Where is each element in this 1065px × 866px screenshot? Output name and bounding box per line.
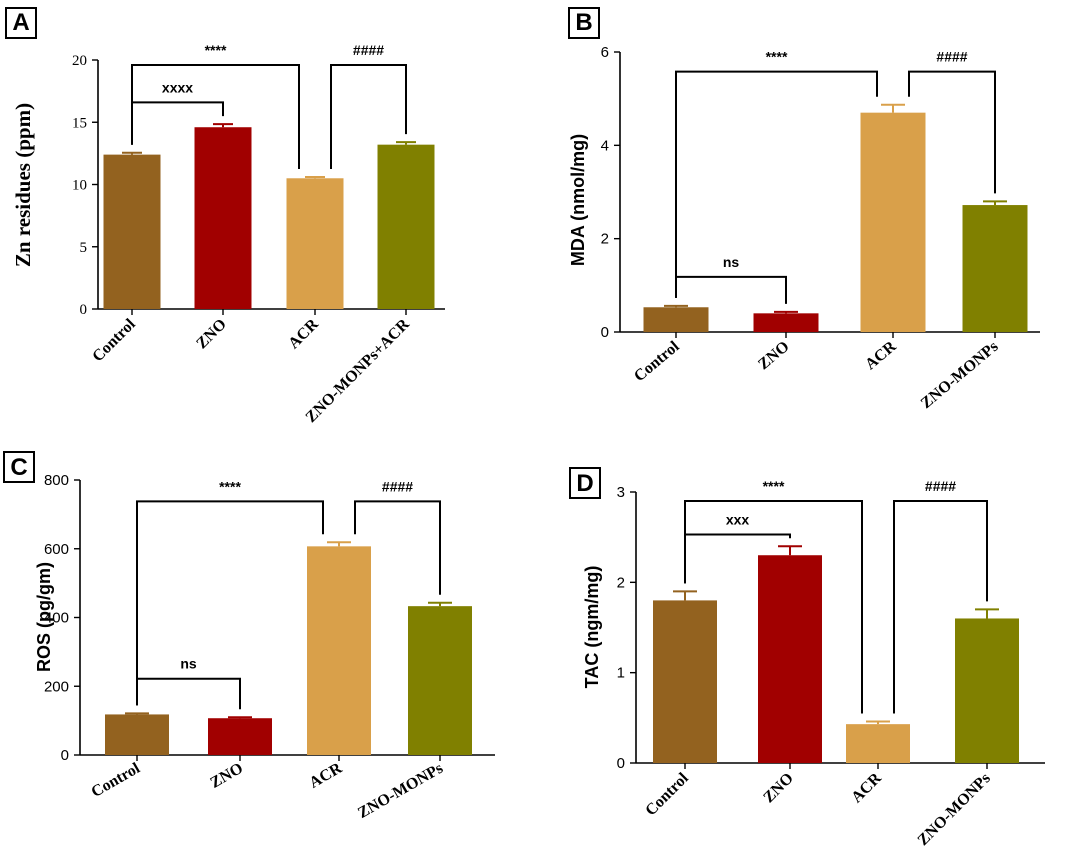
y-tick-label: 400 (44, 610, 69, 627)
significance-bracket (893, 500, 988, 714)
bar-zno (208, 718, 272, 755)
bar-acr (846, 724, 910, 763)
significance-bracket (684, 533, 791, 584)
chart-panel-b: B 0 2 4 6 MDA (nmol/mg) Control ZNO ACR ZNO-MONPs… (568, 7, 1040, 412)
x-tick-label: ZNO-MONPs (355, 760, 446, 822)
significance-bracket (354, 500, 441, 595)
y-tick-label: 0 (80, 302, 88, 318)
panel-label: B (575, 9, 592, 36)
chart-panel-c: C 0 200 400 600 800 ROS (pg/gm) Control ZNO ACR ZN… (3, 451, 495, 822)
chart-panel-a: A 0 5 10 15 20 Zn residues (ppm) Control ZNO ACRZ… (5, 7, 445, 426)
bar-acr (860, 112, 926, 333)
panel-label-box (3, 451, 35, 483)
panel-label: C (10, 454, 27, 481)
y-tick-label: 800 (44, 472, 69, 489)
x-tick-label: ZNO (207, 760, 246, 792)
y-tick-label: 0 (601, 324, 609, 341)
y-tick-label: 0 (61, 747, 69, 764)
y-tick-label: 0 (617, 755, 625, 772)
panel-label: A (12, 9, 29, 36)
bar-zno-monps+acr (377, 144, 435, 309)
y-axis-label: Zn residues (ppm) (11, 103, 35, 267)
x-tick-label: ZNO-MONPs (915, 770, 994, 849)
bar-zno-monps (962, 205, 1028, 332)
x-tick-label: ZNO-MONPs (918, 338, 1002, 412)
y-tick-label: 3 (617, 484, 625, 501)
y-tick-label: 200 (44, 678, 69, 695)
bar-control (643, 307, 709, 332)
y-tick-label: 10 (72, 178, 87, 194)
y-tick-label: 600 (44, 541, 69, 558)
significance-label: xxxx (162, 79, 193, 95)
x-tick-label: Control (89, 315, 139, 365)
significance-label: **** (205, 42, 227, 58)
x-tick-label: ZNO (760, 770, 797, 807)
y-tick-label: 2 (601, 231, 609, 248)
y-tick-label: 20 (72, 53, 87, 69)
panel-label: D (576, 470, 593, 497)
significance-bracket (330, 63, 407, 170)
significance-bracket (675, 275, 787, 304)
bar-zno (753, 313, 819, 332)
y-tick-label: 2 (617, 574, 625, 591)
x-tick-label: ZNO (193, 316, 230, 353)
significance-bracket (136, 500, 324, 706)
significance-label: #### (925, 478, 956, 494)
significance-bracket (908, 70, 996, 194)
significance-label: **** (763, 478, 785, 494)
significance-label: #### (382, 478, 413, 494)
significance-label: **** (766, 49, 788, 65)
bar-zno-monps (408, 606, 472, 755)
significance-label: xxx (726, 511, 750, 527)
x-tick-label: ACR (306, 760, 345, 792)
y-tick-label: 4 (601, 137, 609, 154)
bar-acr (307, 546, 371, 755)
x-tick-label: ACR (848, 769, 885, 806)
y-tick-label: 15 (72, 115, 87, 131)
bar-control (105, 714, 169, 755)
bar-zno-monps (955, 618, 1019, 763)
significance-label: **** (219, 478, 241, 494)
significance-bracket (136, 677, 241, 710)
panel-label-box (569, 467, 601, 499)
panel-label-box (568, 7, 600, 39)
y-tick-label: 6 (601, 44, 609, 61)
significance-label: #### (353, 42, 384, 58)
x-tick-label: Control (642, 769, 692, 819)
bar-control (103, 154, 161, 309)
significance-label: ns (723, 254, 740, 270)
significance-bracket (675, 70, 878, 298)
significance-bracket (131, 101, 224, 145)
y-tick-label: 5 (80, 240, 88, 256)
x-tick-label: ACR (285, 315, 322, 352)
y-axis-label: ROS (pg/gm) (34, 562, 54, 672)
bar-control (653, 600, 717, 763)
y-axis-label: MDA (nmol/mg) (568, 134, 588, 266)
y-tick-label: 1 (617, 665, 625, 682)
chart-panel-d: D 0 1 2 3 TAC (ngm/mg) Control ZNO ACR ZNO-MONPs *… (569, 467, 1045, 849)
x-tick-label: Control (631, 338, 683, 385)
x-tick-label: ACR (862, 338, 900, 374)
x-tick-label: ZNO-MONPs+ACR (303, 315, 414, 426)
y-axis-label: TAC (ngm/mg) (582, 566, 602, 689)
panel-label-box (5, 7, 37, 39)
bar-acr (286, 178, 344, 309)
significance-label: ns (180, 656, 197, 672)
significance-label: #### (936, 49, 967, 65)
bar-zno (758, 555, 822, 763)
x-tick-label: ZNO (755, 338, 792, 373)
bar-zno (194, 127, 252, 309)
x-tick-label: Control (89, 759, 144, 801)
